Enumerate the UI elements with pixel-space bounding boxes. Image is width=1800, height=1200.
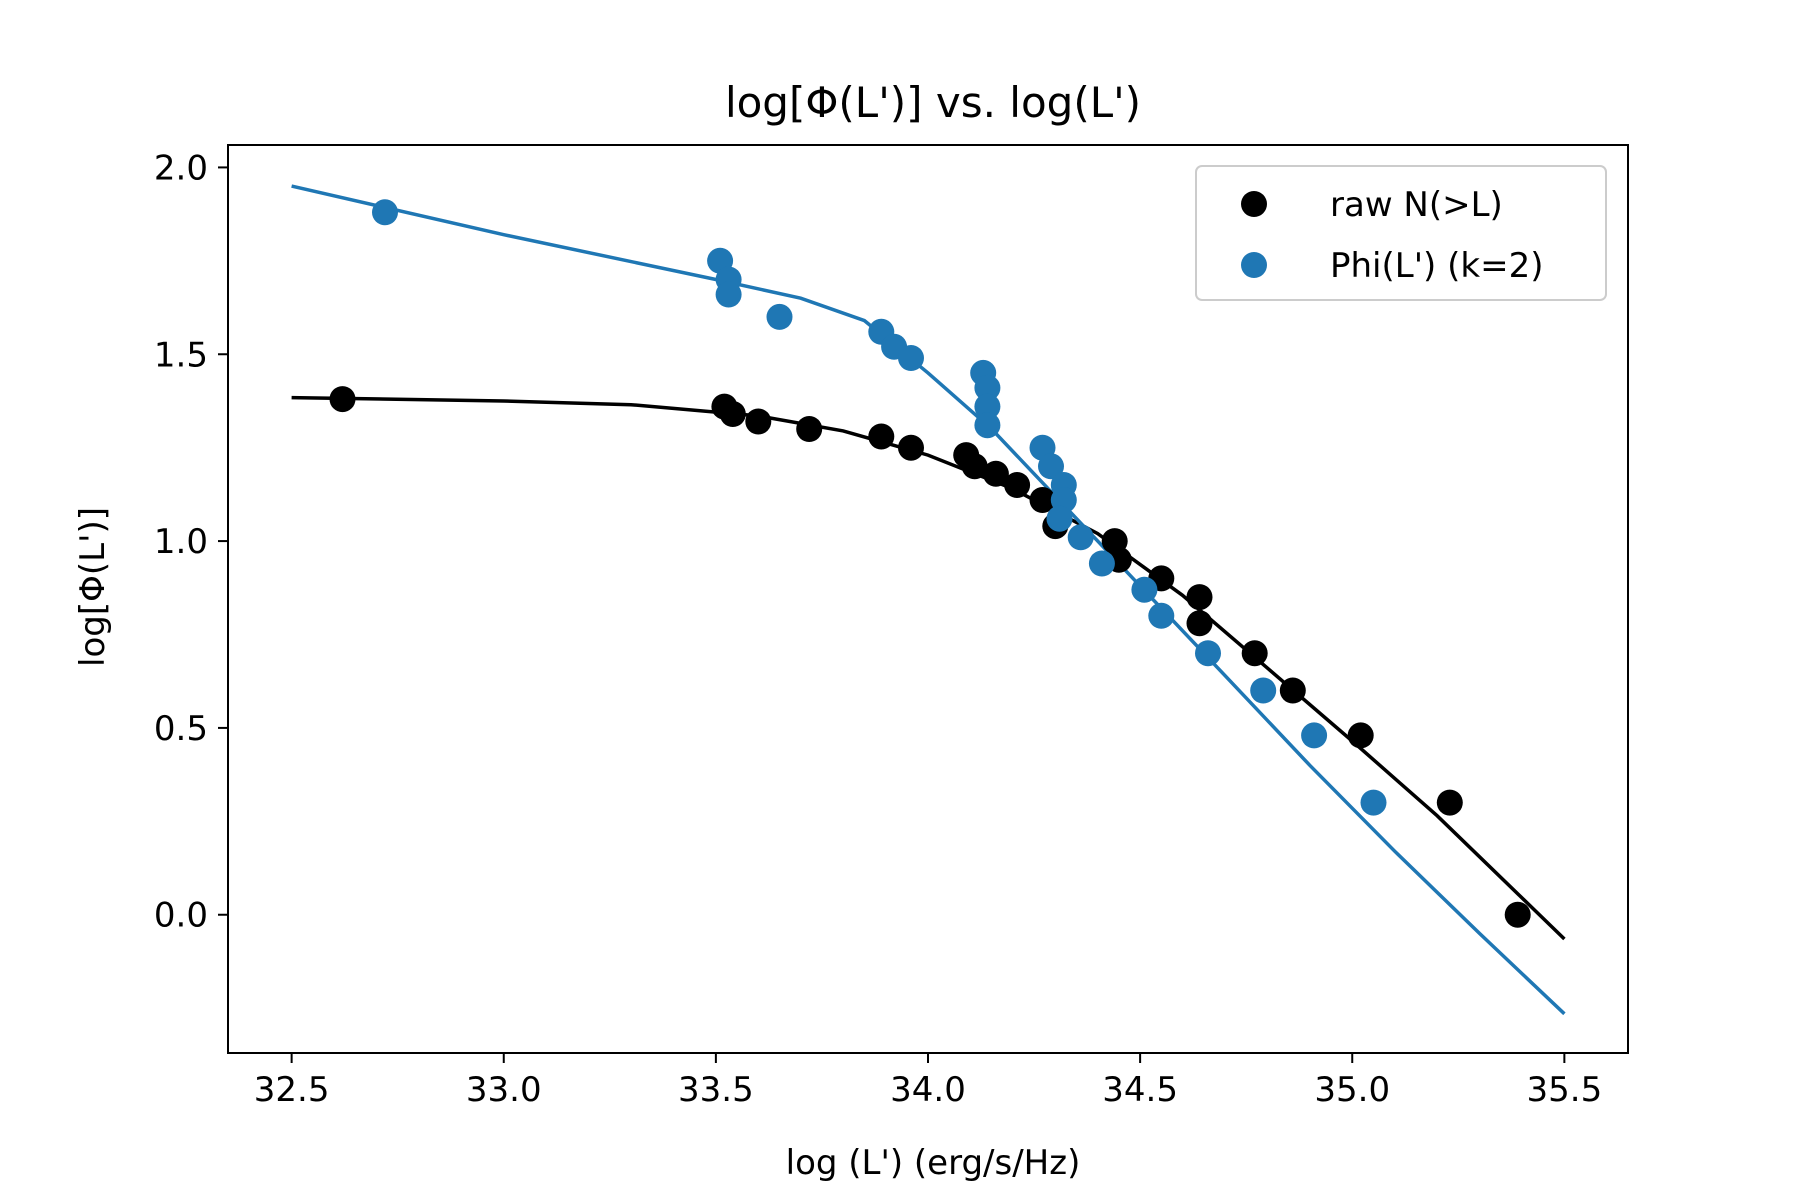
- y-axis: 0.0 0.5 1.0 1.5 2.0: [154, 148, 228, 936]
- data-point-series-1-10: [974, 393, 1001, 420]
- data-point-series-0-8: [961, 453, 988, 480]
- data-point-series-0-18: [1241, 640, 1268, 667]
- legend: raw N(>L) Phi(L') (k=2): [1195, 165, 1607, 301]
- x-axis: 32.5 33.0 33.5 34.0 34.5 35.0 35.5: [254, 1053, 1602, 1110]
- legend-label-raw: raw N(>L): [1330, 185, 1503, 225]
- data-point-series-0-16: [1186, 584, 1213, 611]
- x-tick-label: 35.5: [1527, 1070, 1603, 1110]
- data-point-series-0-11: [1029, 487, 1056, 513]
- x-tick-label: 34.0: [890, 1070, 966, 1110]
- data-point-series-0-20: [1347, 722, 1374, 749]
- data-point-series-1-21: [1195, 640, 1221, 667]
- chart-title: log[Φ(L')] vs. log(L'): [725, 78, 1141, 127]
- y-tick-label: 1.0: [154, 522, 208, 562]
- legend-frame: [1195, 165, 1607, 301]
- data-point-series-1-16: [1046, 505, 1073, 532]
- data-point-series-1-11: [974, 412, 1001, 439]
- data-point-series-0-0: [329, 386, 356, 413]
- data-point-series-0-2: [719, 401, 746, 427]
- data-point-series-1-19: [1131, 576, 1158, 603]
- y-axis-label: log[Φ(L')]: [73, 507, 113, 667]
- plot-area: [291, 184, 1566, 1016]
- data-point-series-0-22: [1504, 901, 1531, 928]
- data-point-series-0-9: [982, 460, 1009, 487]
- data-point-series-1-17: [1067, 524, 1094, 551]
- y-tick-label: 1.5: [154, 335, 208, 375]
- legend-label-phi: Phi(L') (k=2): [1330, 246, 1543, 286]
- y-tick-label: 0.0: [154, 896, 208, 936]
- x-tick-label: 34.5: [1102, 1070, 1178, 1110]
- data-point-series-0-19: [1279, 677, 1306, 704]
- y-tick-label: 0.5: [154, 709, 208, 749]
- data-point-series-1-4: [766, 303, 793, 330]
- data-point-series-1-22: [1250, 677, 1277, 704]
- data-point-series-1-3: [715, 281, 742, 308]
- data-point-series-0-10: [1004, 472, 1031, 498]
- data-point-series-0-3: [745, 408, 772, 435]
- data-point-series-0-4: [796, 416, 823, 442]
- legend-marker-raw: [1241, 191, 1267, 217]
- x-axis-label: log (L') (erg/s/Hz): [786, 1143, 1081, 1183]
- x-tick-label: 32.5: [254, 1070, 330, 1110]
- data-point-series-0-21: [1436, 789, 1463, 816]
- data-point-series-0-6: [898, 434, 924, 461]
- data-point-series-1-18: [1088, 550, 1115, 577]
- data-point-series-1-7: [898, 345, 924, 371]
- x-tick-label: 33.0: [466, 1070, 542, 1110]
- data-point-series-1-23: [1301, 722, 1328, 749]
- data-point-series-1-13: [1038, 453, 1064, 480]
- data-point-series-1-9: [974, 374, 1001, 401]
- data-point-series-1-20: [1148, 602, 1175, 629]
- x-tick-label: 33.5: [678, 1070, 754, 1110]
- y-tick-label: 2.0: [154, 148, 208, 188]
- data-point-series-1-24: [1360, 789, 1387, 816]
- x-tick-label: 35.0: [1314, 1070, 1390, 1110]
- data-point-series-1-0: [372, 199, 398, 226]
- data-point-series-0-5: [868, 423, 895, 450]
- data-point-series-0-17: [1186, 610, 1213, 637]
- legend-marker-phi: [1241, 252, 1267, 278]
